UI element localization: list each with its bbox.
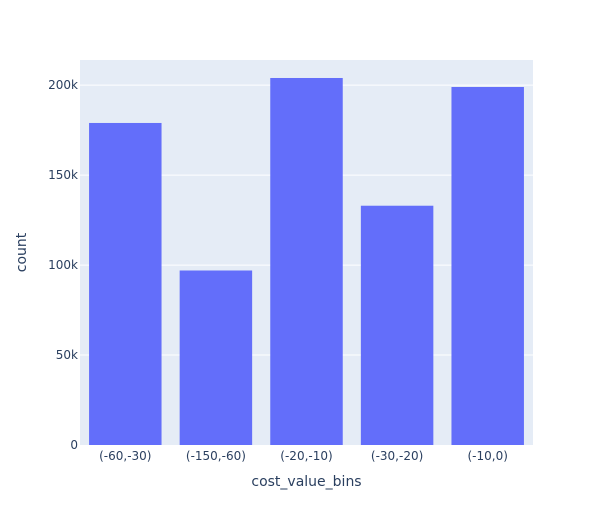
y-tick-label: 150k <box>48 168 78 182</box>
bar <box>89 122 162 446</box>
y-tick-label: 200k <box>48 78 78 92</box>
x-tick-label: (-10,0) <box>467 449 507 463</box>
y-tick-label: 0 <box>70 438 78 452</box>
x-tick-label: (-20,-10) <box>280 449 332 463</box>
x-tick-label: (-60,-30) <box>99 449 151 463</box>
x-tick-label: (-150,-60) <box>186 449 246 463</box>
bars <box>89 77 524 446</box>
y-tick-label: 50k <box>56 348 78 362</box>
x-tick-labels: (-60,-30) (-150,-60) (-20,-10) (-30,-20) (-1… <box>99 449 508 463</box>
bar <box>270 77 343 445</box>
x-axis-title: cost_value_bins <box>251 474 361 490</box>
y-axis-title: count <box>14 232 30 272</box>
bar <box>179 270 253 445</box>
y-tick-labels: 0 50k 100k 150k 200k <box>48 78 78 452</box>
bar <box>360 205 434 445</box>
bar <box>451 86 524 445</box>
y-tick-label: 100k <box>48 258 78 272</box>
x-tick-label: (-30,-20) <box>371 449 423 463</box>
